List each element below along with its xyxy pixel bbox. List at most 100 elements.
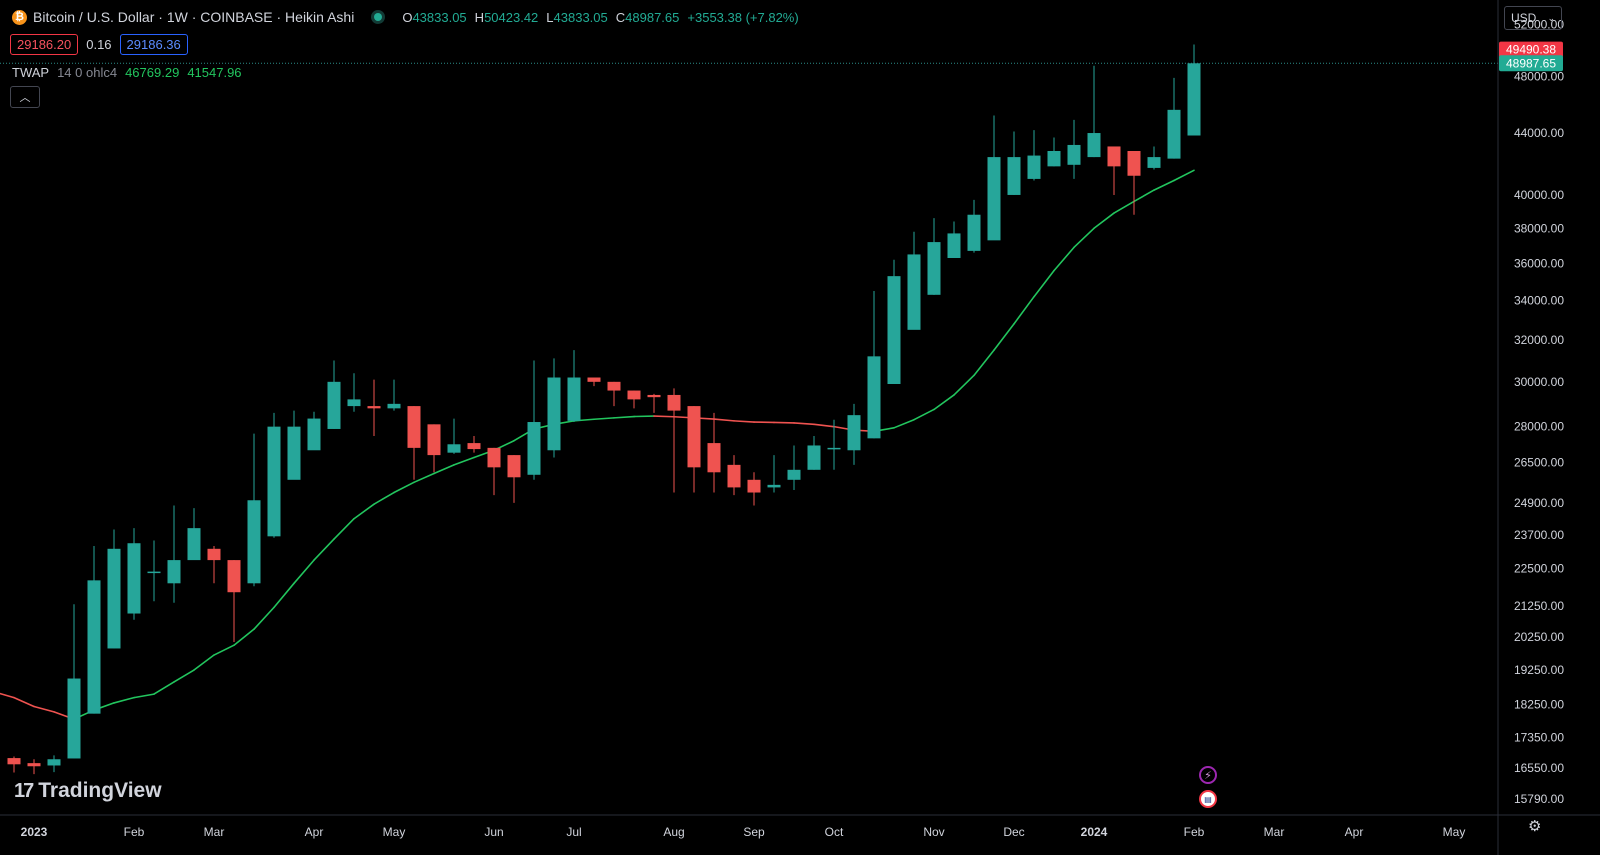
candle-body [587,377,601,382]
candle-body [947,233,961,258]
twap-line-segment [33,705,55,713]
last-price-label: 48987.65 [1506,56,1556,70]
currency-select[interactable]: USD ⌄ [1504,6,1562,30]
x-tick-label: May [1443,825,1466,839]
x-tick-label: Aug [663,825,684,839]
candle-body [547,377,561,451]
us-flag-event-icon[interactable]: ▤ [1199,790,1217,808]
x-tick-label: May [383,825,406,839]
y-tick-label: 26500.00 [1514,455,1564,469]
twap-line-segment [173,669,195,683]
indicator-value-1: 46769.29 [125,65,180,80]
x-tick-label: Apr [1345,825,1364,839]
candle-body [427,424,441,456]
candle-body [367,406,381,409]
y-tick-label: 34000.00 [1514,294,1564,308]
open-value: 43833.05 [412,9,467,25]
tradingview-watermark[interactable]: 17 TradingView [14,779,162,803]
candle-body [647,394,661,398]
lightning-event-icon[interactable]: ⚡ [1199,766,1217,784]
twap-line-segment [1153,179,1175,191]
candle-body [207,548,221,561]
chevron-down-icon: ⌄ [1547,12,1555,23]
candle-body [607,381,621,391]
twap-line-segment [1113,200,1135,214]
candle-body [627,390,641,400]
close-label: C [615,9,626,25]
candle-body [567,377,581,421]
twap-line-segment [153,681,175,695]
twap-line-segment [213,644,235,656]
y-tick-label: 24900.00 [1514,496,1564,510]
twap-line-segment [453,456,475,466]
buy-button[interactable]: 29186.36 [119,34,188,55]
twap-line-segment [1093,212,1115,230]
candle-body [887,276,901,384]
twap-line-segment [1133,189,1155,203]
candle-body [327,381,341,429]
twap-line-segment [893,418,915,429]
candle-body [307,418,321,451]
candle-body [787,469,801,480]
twap-line-segment [393,481,415,494]
sell-button[interactable]: 29186.20 [10,34,79,55]
twap-line-segment [233,628,255,647]
high-value: 50423.42 [484,9,539,25]
candle-body [247,500,261,584]
x-tick-label: Jul [566,825,581,839]
candle-body [487,447,501,468]
high-label: H [474,9,485,25]
candle-body [1187,63,1201,136]
y-tick-label: 16550.00 [1514,761,1564,775]
candle-body [267,426,281,537]
candle-body [387,403,401,409]
x-tick-label: Mar [204,825,225,839]
twap-line-segment [1073,227,1095,249]
watermark-text: TradingView [38,779,162,802]
indicator-legend[interactable]: TWAP 14 0 ohlc4 46769.29 41547.96 [12,65,242,80]
symbol-title[interactable]: Bitcoin / U.S. Dollar · 1W · COINBASE · … [33,9,355,25]
gear-icon[interactable]: ⚙ [1528,818,1542,835]
twap-line-segment [0,692,15,699]
bitcoin-icon: ₿ [12,9,27,25]
x-tick-label: Feb [124,825,145,839]
y-tick-label: 28000.00 [1514,420,1564,434]
market-status-icon[interactable] [374,13,383,21]
candle-body [687,406,701,468]
y-tick-label: 21250.00 [1514,599,1564,613]
price-axis-panel [1498,0,1600,855]
twap-line-segment [373,491,395,505]
twap-line-segment [1013,295,1035,325]
twap-line-segment [793,422,815,426]
candle-body [767,484,781,488]
bid-ask-row: 29186.20 0.16 29186.36 [10,34,188,55]
indicator-value-2: 41547.96 [187,65,242,80]
candle-body [7,758,21,765]
chart-legend: ₿ Bitcoin / U.S. Dollar · 1W · COINBASE … [12,9,799,25]
twap-line-segment [333,517,355,540]
tradingview-logo-icon: 17 [14,779,34,802]
y-tick-label: 44000.00 [1514,126,1564,140]
candle-body [1167,109,1181,159]
candle-body [807,445,821,470]
twap-line-segment [353,503,375,520]
y-tick-label: 19250.00 [1514,663,1564,677]
twap-line-segment [653,415,675,418]
candle-body [867,356,881,439]
y-tick-label: 17350.00 [1514,731,1564,745]
indicator-name: TWAP [12,65,50,80]
x-tick-label: Nov [923,825,944,839]
candle-body [167,560,181,584]
low-value: 43833.05 [553,9,608,25]
candle-body [1027,155,1041,179]
y-tick-label: 20250.00 [1514,630,1564,644]
candle-body [1087,133,1101,158]
collapse-legend-button[interactable]: ︿ [10,86,40,108]
twap-line-segment [433,464,455,475]
candle-body [127,543,141,614]
candle-body [967,214,981,251]
y-tick-label: 40000.00 [1514,188,1564,202]
twap-line-segment [253,606,275,630]
twap-line-segment [413,472,435,484]
